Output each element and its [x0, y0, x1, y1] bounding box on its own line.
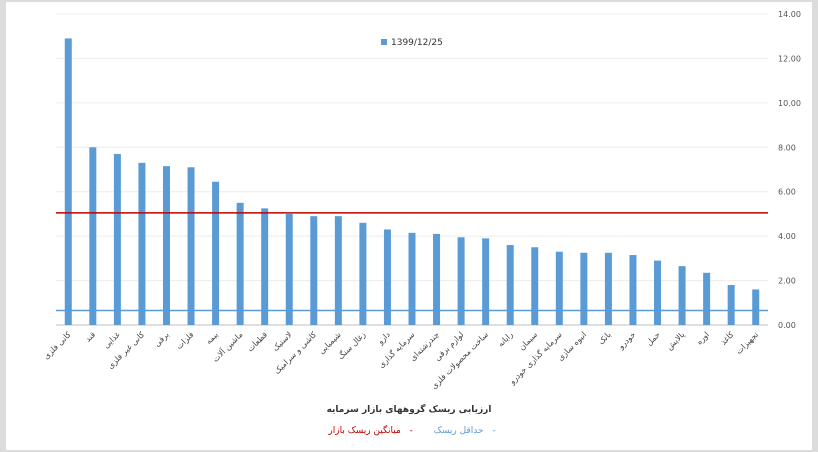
y-tick-label: 8.00: [778, 143, 796, 152]
bar: [310, 216, 318, 325]
x-tick-label: قند: [83, 330, 97, 344]
bar: [727, 285, 735, 325]
bar: [555, 251, 563, 325]
x-tick-label: کانی فلزی: [42, 330, 73, 361]
chart-title: ارزیابی ریسک گروههای بازار سرمایه: [326, 405, 492, 415]
y-tick-label: 0.00: [778, 321, 796, 330]
y-tick-label: 2.00: [778, 277, 796, 286]
y-tick-label: 12.00: [778, 54, 801, 63]
bar: [580, 252, 588, 325]
bar: [261, 208, 269, 325]
x-tick-label: حمل: [645, 330, 662, 347]
x-tick-label: برقی: [152, 330, 170, 348]
bar: [482, 238, 490, 325]
x-tick-label: اوره: [695, 330, 711, 346]
bar: [408, 232, 416, 325]
chart-frame: 0.00 2.00 4.00 6.00 8.00 10.00 12.00 14.00 کانی …: [6, 2, 812, 450]
bar: [187, 167, 195, 325]
bar-chart: 0.00 2.00 4.00 6.00 8.00 10.00 12.00 14.00 کانی …: [42, 10, 801, 391]
legend-market-avg: - میانگین ریسک بازار: [328, 426, 413, 436]
bar: [334, 216, 342, 325]
x-tick-label: لاستیک: [271, 330, 294, 353]
x-tick-label: خودرو: [616, 330, 638, 352]
bar: [285, 213, 293, 325]
y-tick-label: 6.00: [778, 188, 796, 197]
bar: [212, 181, 220, 325]
bar: [506, 245, 514, 325]
bar: [629, 255, 637, 325]
x-tick-label: بانک: [597, 330, 613, 346]
bar: [531, 247, 539, 325]
x-tick-label: پالایش: [665, 330, 687, 352]
y-tick-label: 14.00: [778, 10, 801, 19]
legend-label: 1399/12/25: [391, 38, 443, 48]
y-tick-label: 10.00: [778, 99, 801, 108]
x-tick-label: دارو: [375, 330, 392, 347]
bar: [89, 147, 97, 325]
bar: [236, 202, 244, 325]
bar: [359, 222, 367, 325]
y-tick-label: 4.00: [778, 232, 796, 241]
reference-legend: - حداقل ریسک - میانگین ریسک بازار: [6, 426, 812, 436]
bar: [113, 153, 121, 325]
bar: [678, 266, 686, 325]
bar: [752, 289, 760, 325]
x-tick-label: فلزات: [174, 330, 195, 351]
legend-min-risk: - حداقل ریسک: [433, 426, 496, 436]
bar: [457, 237, 465, 325]
bar: [654, 260, 662, 325]
x-tick-label: تجهیزات: [734, 330, 760, 356]
legend-swatch: [381, 39, 387, 45]
x-tick-label: رایانه: [496, 330, 515, 349]
x-tick-label: قطعات: [246, 330, 270, 354]
x-tick-label: سیمان: [517, 330, 539, 352]
bar: [138, 162, 146, 325]
bar: [383, 229, 391, 325]
x-tick-label: غذایی: [102, 330, 122, 350]
bar: [162, 166, 170, 325]
x-tick-label: کاغذ: [719, 330, 736, 347]
bar: [64, 38, 72, 325]
x-tick-label: بیمه: [204, 330, 220, 346]
bar: [433, 233, 441, 325]
bar: [703, 272, 711, 325]
bar: [604, 252, 612, 325]
